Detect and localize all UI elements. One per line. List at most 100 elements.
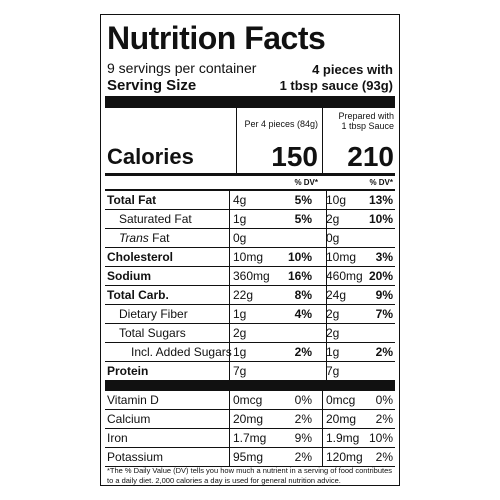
nutrient-row-divider [105,304,395,305]
nutrient-row: Total Fat 4g 5% 10g 13% [105,191,395,210]
nutrient-dv-col1: 8% [294,288,312,302]
col2-header-line2: 1 tbsp Sauce [341,121,394,131]
calories-col2: 210 [347,141,394,172]
vitamin-column-divider [322,391,323,467]
column-divider-1 [236,108,237,176]
column-divider-2 [322,108,323,176]
vitamin-name: Potassium [107,450,164,464]
vitamin-dv-col1: 0% [294,393,312,407]
nutrient-amount-col1: 1g [233,212,247,226]
nutrient-row-divider [105,209,395,210]
nutrient-row-divider [105,342,395,343]
nutrient-row: Trans Fat 0g 0g [105,229,395,248]
vitamin-amount-col1: 1.7mg [233,431,267,445]
nutrient-dv-col2: 2% [375,345,393,359]
nutrient-dv-col2: 7% [375,307,393,321]
vitamin-amount-col1: 20mg [233,412,264,426]
serving-size-line2: 1 tbsp sauce (93g) [279,78,393,93]
serving-size-label: Serving Size [107,77,197,94]
vitamin-name: Calcium [107,412,151,426]
panel-title: Nutrition Facts [107,20,326,56]
vitamin-dv-col2: 0% [375,393,393,407]
nutrient-amount-col1: 10mg [233,250,264,264]
vitamin-amount-col2: 120mg [326,450,363,464]
nutrient-name: Protein [107,364,149,378]
nutrient-amount-col2: 2g [326,326,340,340]
vitamin-row-divider [105,428,395,429]
nutrient-amount-col2: 460mg [326,269,363,283]
vitamin-row-divider [105,409,395,410]
table-column-divider [326,191,327,381]
nutrient-amount-col1: 0g [233,231,247,245]
calories-col1: 150 [271,141,318,172]
nutrient-row: Protein 7g 7g [105,362,395,381]
nutrient-amount-col2: 2g [326,212,340,226]
nutrient-row: Total Sugars 2g 2g [105,324,395,343]
nutrient-dv-col1: 4% [294,307,312,321]
nutrient-name-italic: Trans [119,231,149,245]
nutrient-amount-col1: 7g [233,364,247,378]
calories-divider [105,173,395,176]
calories-label: Calories [107,144,194,169]
thick-divider-vitamins [105,381,395,391]
vitamin-row: Calcium 20mg 2% 20mg 2% [105,410,395,429]
vitamin-row: Iron 1.7mg 9% 1.9mg 10% [105,429,395,448]
nutrient-row-divider [105,323,395,324]
nutrient-dv-col1: 10% [287,250,312,264]
nutrient-amount-col2: 2g [326,307,340,321]
nutrient-dv-col2: 10% [368,212,393,226]
nutrient-amount-col1: 1g [233,307,247,321]
vitamin-row: Vitamin D 0mcg 0% 0mcg 0% [105,391,395,410]
nutrient-row: Total Carb. 22g 8% 24g 9% [105,286,395,305]
nutrient-row-divider [105,228,395,229]
nutrition-facts-panel: Nutrition Facts 9 servings per container… [100,14,400,486]
vitamin-dv-col1: 9% [294,431,312,445]
nutrient-dv-col2: 13% [368,193,393,207]
nutrient-name: Incl. Added Sugars [131,345,232,359]
vitamin-amount-col2: 20mg [326,412,357,426]
serving-size-line1: 4 pieces with [312,62,393,77]
nutrient-amount-col2: 10g [326,193,347,207]
vitamin-column-divider [229,391,230,467]
nutrient-dv-col1: 16% [287,269,312,283]
vitamin-name: Iron [107,431,128,445]
vitamin-amount-col1: 0mcg [233,393,263,407]
servings-per-container: 9 servings per container [107,60,257,76]
vitamin-dv-col2: 2% [375,450,393,464]
nutrient-dv-col1: 5% [294,193,312,207]
nutrient-dv-col1: 2% [294,345,312,359]
nutrient-row: Sodium 360mg 16% 460mg 20% [105,267,395,286]
nutrient-amount-col2: 10mg [326,250,357,264]
nutrient-name: Saturated Fat [119,212,192,226]
nutrient-amount-col2: 24g [326,288,347,302]
nutrient-dv-col2: 3% [375,250,393,264]
table-column-divider [229,191,230,381]
vitamin-amount-col1: 95mg [233,450,264,464]
dv-header-col1: % DV* [294,178,318,187]
nutrient-name: Cholesterol [107,250,174,264]
thick-divider-top [105,96,395,108]
nutrient-amount-col1: 1g [233,345,247,359]
vitamin-name: Vitamin D [107,393,159,407]
nutrient-dv-col2: 20% [368,269,393,283]
nutrient-amount-col1: 360mg [233,269,270,283]
nutrient-amount-col1: 2g [233,326,247,340]
nutrient-amount-col2: 7g [326,364,340,378]
vitamin-dv-col2: 10% [368,431,393,445]
nutrient-row-divider [105,285,395,286]
col1-header: Per 4 pieces (84g) [244,119,318,129]
nutrient-name: Total Carb. [107,288,169,302]
nutrient-row: Cholesterol 10mg 10% 10mg 3% [105,248,395,267]
nutrient-row-divider [105,266,395,267]
serving-size-value: 4 pieces with 1 tbsp sauce (93g) [253,62,393,94]
nutrient-name: Dietary Fiber [119,307,188,321]
nutrient-dv-col2: 9% [375,288,393,302]
nutrient-name: Sodium [107,269,151,283]
nutrient-row: Incl. Added Sugars 1g 2% 1g 2% [105,343,395,362]
dv-header-col2: % DV* [369,178,393,187]
vitamin-row: Potassium 95mg 2% 120mg 2% [105,448,395,467]
col2-header: Prepared with 1 tbsp Sauce [324,111,394,131]
nutrient-name: Total Fat [107,193,157,207]
nutrient-amount-col1: 22g [233,288,254,302]
nutrient-name: Trans Fat [119,231,170,245]
